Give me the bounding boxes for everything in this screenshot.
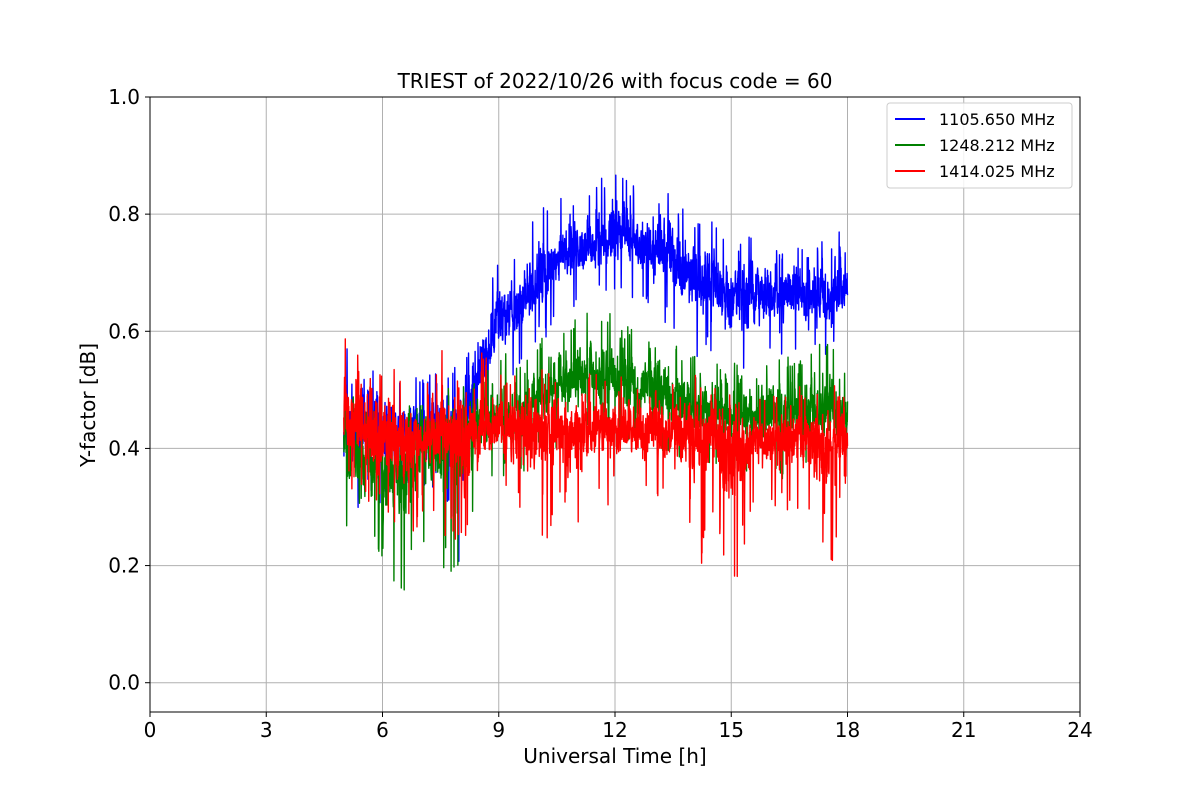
y-tick-label: 0.4	[108, 436, 140, 460]
series-line	[343, 338, 849, 578]
chart-title: TRIEST of 2022/10/26 with focus code = 6…	[397, 69, 833, 93]
y-tick-label: 1.0	[108, 85, 140, 109]
y-axis-label: Y-factor [dB]	[76, 343, 100, 468]
x-tick-label: 24	[1067, 718, 1092, 742]
y-tick-label: 0.0	[108, 671, 140, 695]
series-layer	[343, 174, 849, 591]
x-axis-label: Universal Time [h]	[523, 744, 706, 768]
x-tick-label: 21	[951, 718, 976, 742]
x-tick-label: 0	[144, 718, 157, 742]
x-tick-label: 6	[376, 718, 389, 742]
legend-label: 1105.650 MHz	[939, 110, 1055, 129]
x-tick-label: 15	[719, 718, 744, 742]
axis-ticks: 0 3 6 9 12 15 18 21 24 0.0 0.2 0.4 0.6 0.8 1.0	[108, 85, 1093, 742]
y-tick-label: 0.2	[108, 554, 140, 578]
x-tick-label: 3	[260, 718, 273, 742]
legend: 1105.650 MHz 1248.212 MHz 1414.025 MHz	[886, 102, 1073, 189]
y-tick-label: 0.8	[108, 202, 140, 226]
legend-label: 1248.212 MHz	[939, 136, 1055, 155]
x-tick-label: 18	[835, 718, 860, 742]
legend-label: 1414.025 MHz	[939, 162, 1055, 181]
y-tick-label: 0.6	[108, 319, 140, 343]
x-tick-label: 9	[492, 718, 505, 742]
legend-box	[886, 102, 1073, 189]
x-tick-label: 12	[602, 718, 627, 742]
